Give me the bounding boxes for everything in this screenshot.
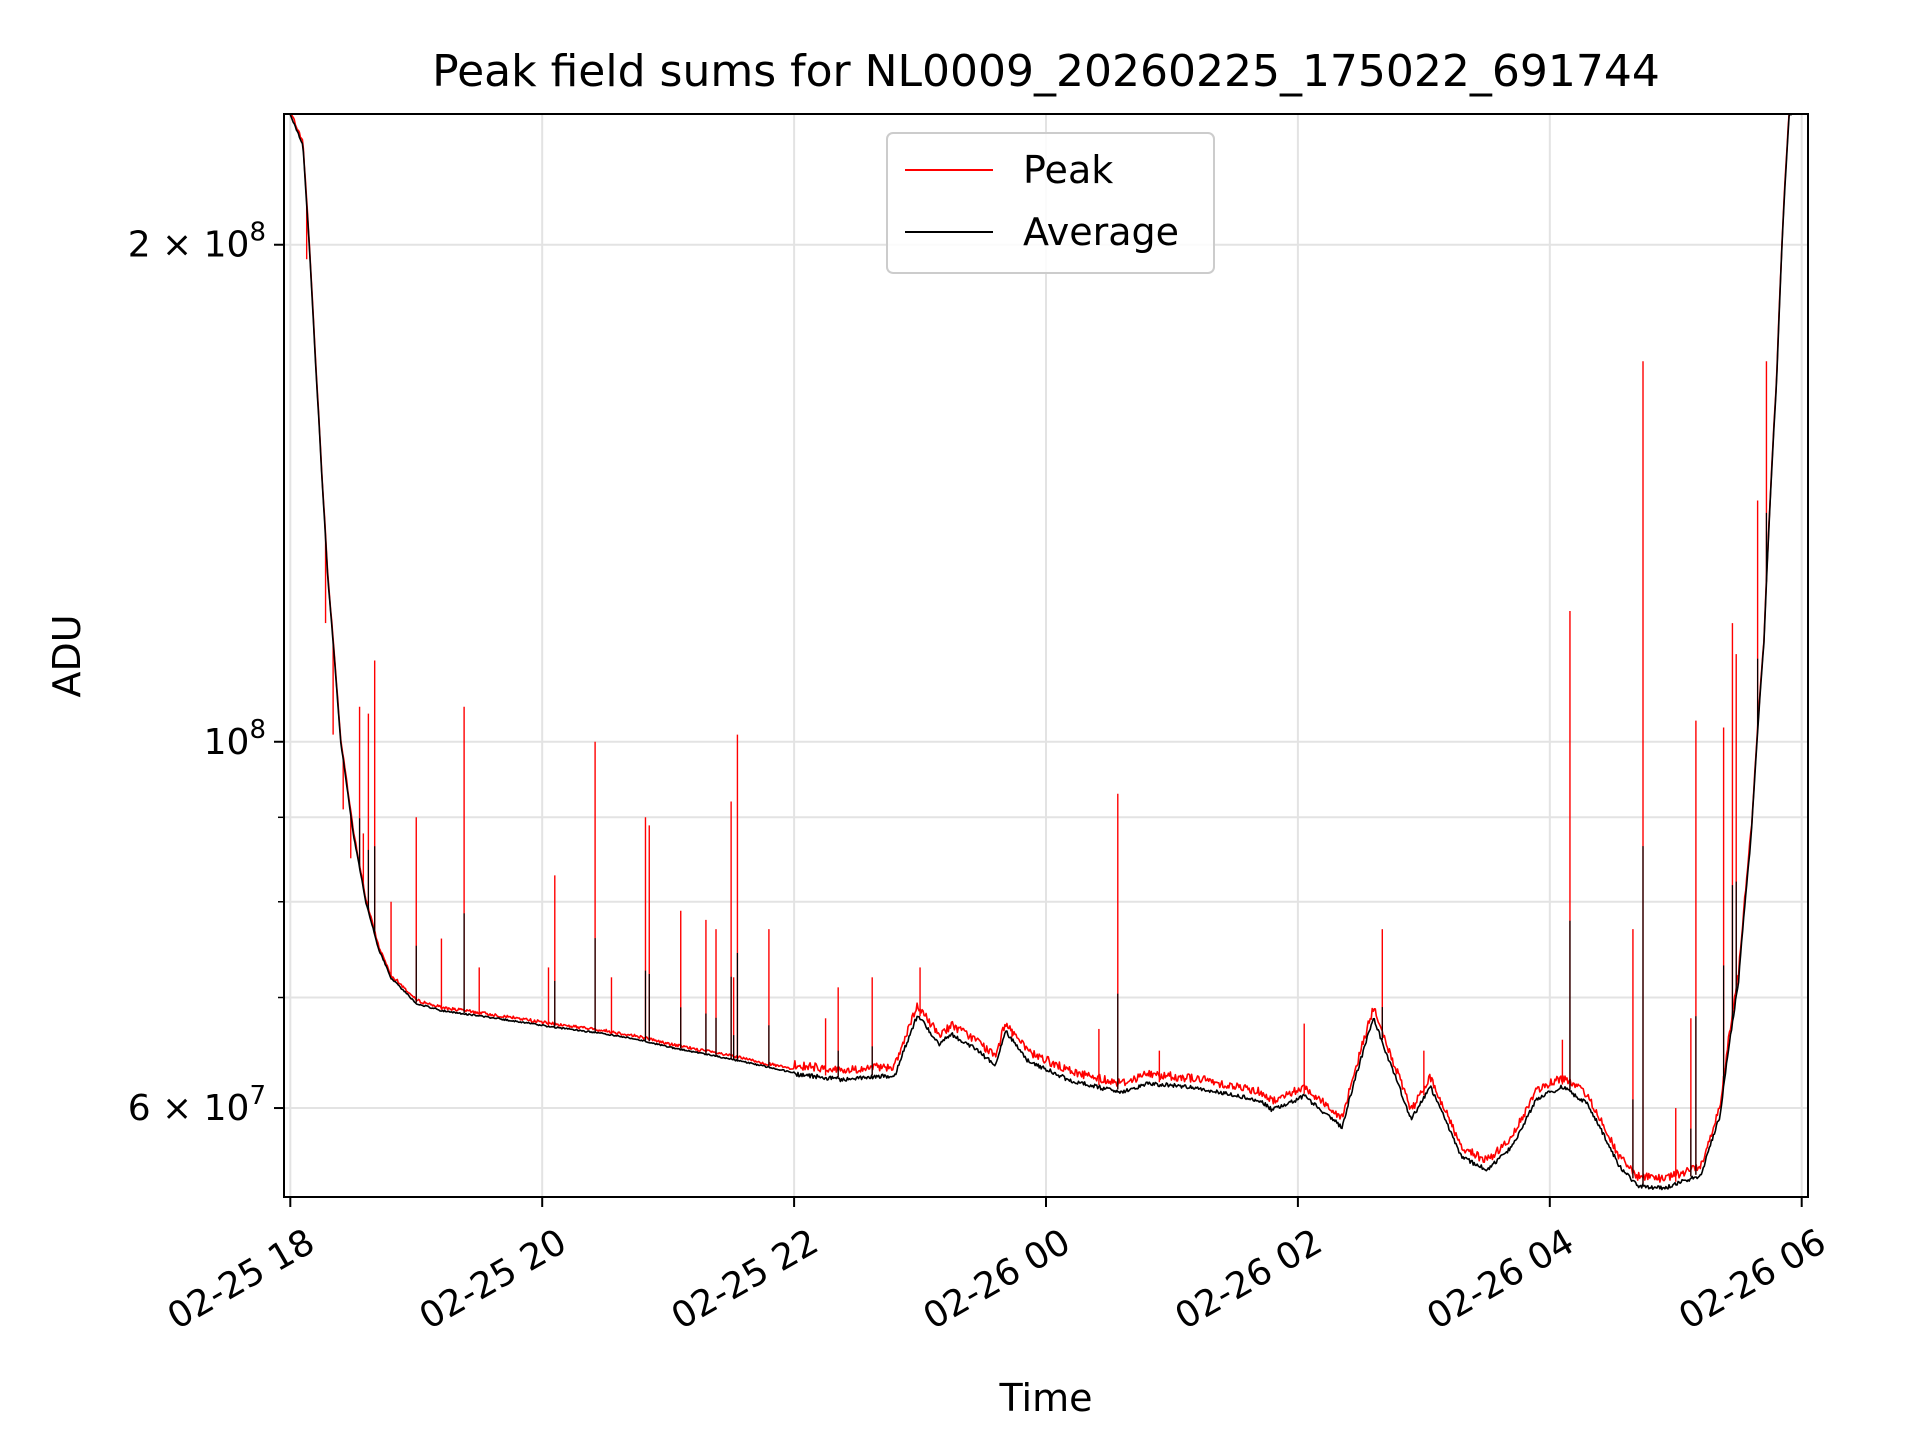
legend: Peak Average — [886, 132, 1215, 274]
y-axis-label: ADU — [45, 614, 89, 697]
chart-title: Peak field sums for NL0009_20260225_1750… — [432, 46, 1660, 97]
grid-layer — [284, 114, 1808, 1197]
y-tick-label: 2 × 108 — [128, 218, 266, 266]
x-axis-label: Time — [999, 1376, 1093, 1420]
legend-label-peak: Peak — [1023, 148, 1113, 192]
peak-series-line — [290, 114, 1805, 1183]
y-tick-label: 6 × 107 — [128, 1081, 266, 1129]
legend-label-average: Average — [1023, 210, 1179, 254]
plot-data-layer — [289, 114, 1805, 1191]
legend-box — [886, 132, 1215, 274]
y-tick-label: 108 — [204, 715, 266, 763]
average-series-line — [289, 114, 1805, 1191]
